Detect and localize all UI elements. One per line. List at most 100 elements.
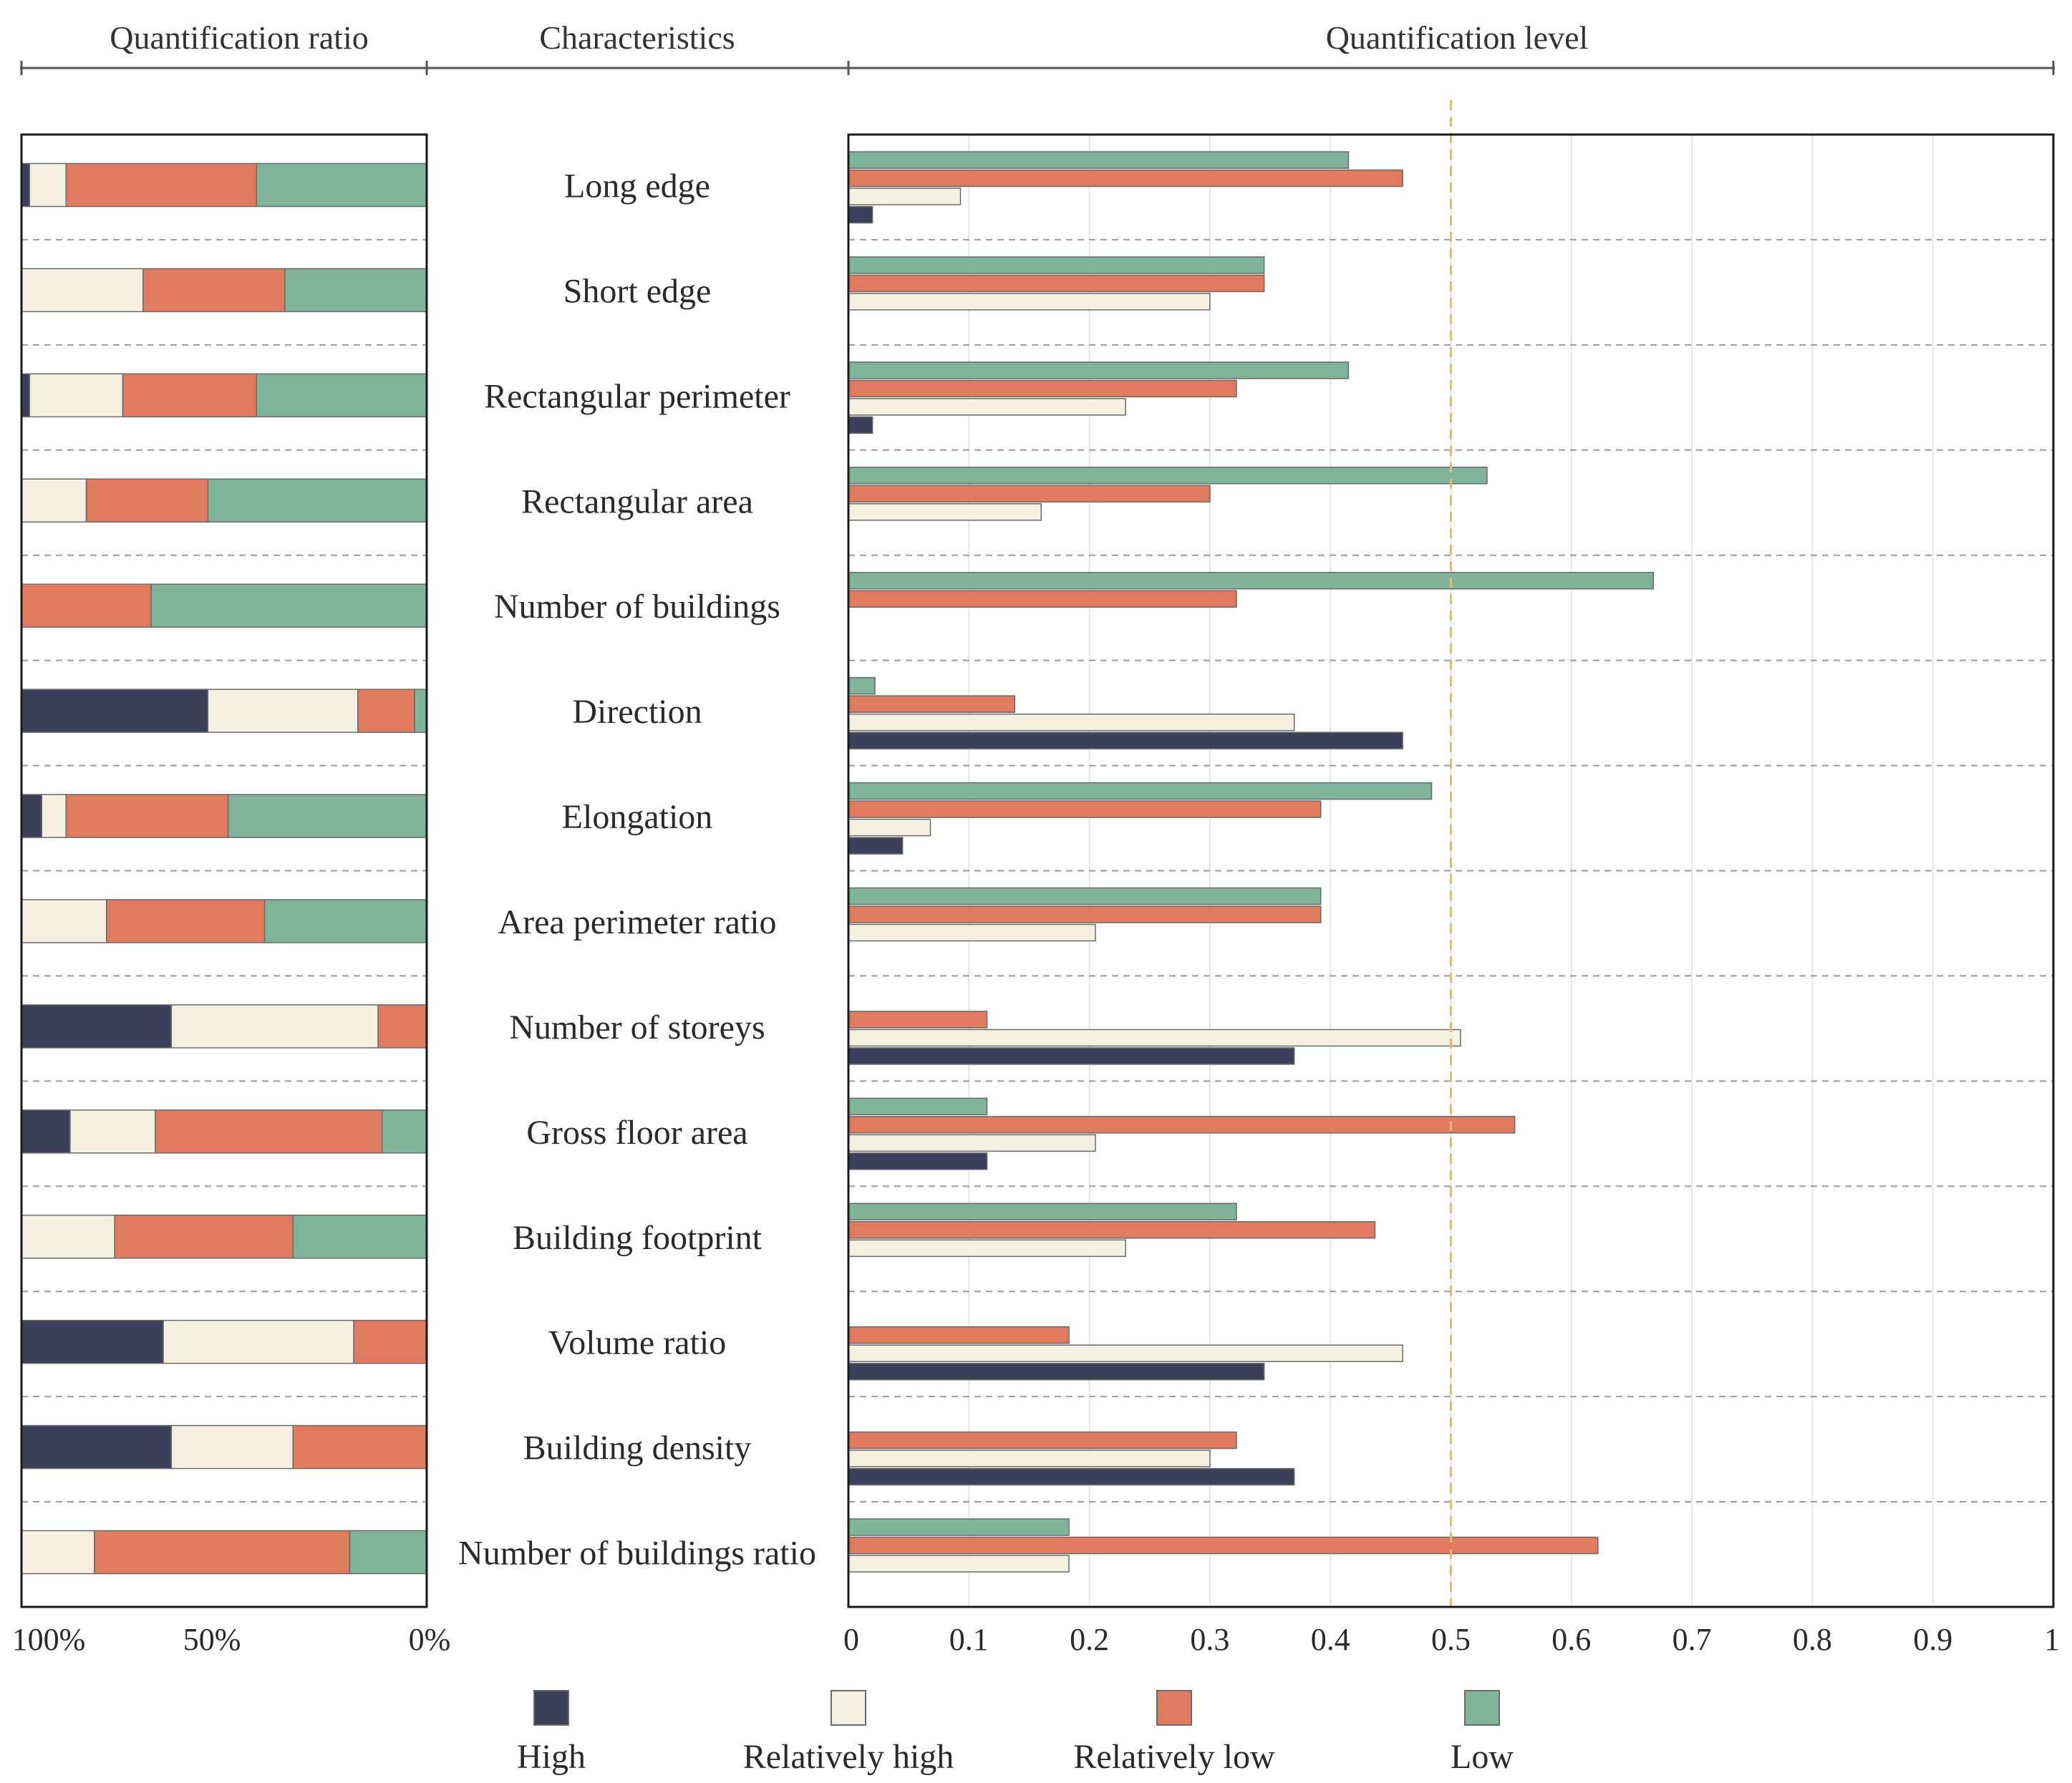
legend-swatch-low	[1464, 1690, 1500, 1726]
ratio-segment-relatively-high	[29, 162, 67, 208]
level-bar-relatively-high	[848, 923, 1096, 942]
ratio-panel-frame	[20, 133, 428, 1608]
row-separators	[21, 238, 2053, 1503]
ratio-segment-relatively-low	[94, 1530, 351, 1575]
ratio-segment-high	[21, 162, 31, 208]
level-tick-label: 0.6	[1551, 1622, 1591, 1657]
level-bar-low	[848, 1097, 988, 1116]
level-bar-relatively-low	[848, 379, 1237, 398]
category-label-rectangular-perimeter: Rectangular perimeter	[484, 377, 790, 415]
ratio-segment-relatively-low	[106, 899, 266, 943]
level-tick-label: 0.1	[949, 1622, 989, 1657]
ratio-segment-low	[414, 689, 427, 733]
level-bar-relatively-low	[848, 1011, 988, 1029]
level-tick-label: 0	[843, 1622, 859, 1657]
level-bar-relatively-low	[848, 905, 1322, 923]
level-bar-relatively-low	[848, 274, 1265, 293]
ratio-segment-relatively-high	[21, 478, 87, 523]
level-bar-relatively-low	[848, 485, 1211, 503]
level-tick-label: 0.3	[1190, 1622, 1229, 1657]
level-bar-low	[848, 1203, 1237, 1221]
level-bar-relatively-low	[848, 1326, 1070, 1344]
level-bar-high	[848, 416, 873, 434]
level-bar-high	[848, 837, 904, 855]
ratio-segment-low	[292, 1215, 427, 1259]
legend-swatch-high	[533, 1690, 569, 1726]
level-bars	[848, 151, 1654, 1573]
ratio-segment-relatively-high	[21, 268, 144, 313]
header-characteristics: Characteristics	[539, 19, 735, 56]
level-bar-relatively-high	[848, 503, 1042, 521]
ratio-segment-relatively-low	[21, 583, 152, 628]
level-bar-relatively-low	[848, 695, 1016, 713]
category-label-short-edge: Short edge	[563, 272, 712, 310]
level-bar-low	[848, 361, 1350, 379]
ratio-segment-low	[256, 373, 427, 418]
legend-label-relatively-low: Relatively low	[1073, 1738, 1275, 1776]
category-label-volume-ratio: Volume ratio	[548, 1324, 726, 1362]
ratio-segment-high	[21, 1109, 71, 1154]
level-bar-low	[848, 782, 1433, 800]
ratio-segment-relatively-low	[114, 1215, 294, 1259]
ratio-segment-low	[256, 162, 427, 208]
ratio-segment-high	[21, 1319, 164, 1364]
level-tick-label: 0.7	[1672, 1622, 1712, 1657]
level-bar-high	[848, 1362, 1265, 1381]
ratio-segment-low	[381, 1109, 427, 1154]
ratio-segment-relatively-high	[41, 794, 67, 838]
level-bar-relatively-high	[848, 1449, 1211, 1467]
ratio-segment-relatively-high	[21, 899, 107, 943]
ratio-segment-high	[21, 794, 43, 838]
ratio-segment-relatively-low	[65, 794, 229, 838]
level-bar-relatively-high	[848, 1555, 1070, 1573]
ratio-segment-relatively-high	[29, 373, 124, 418]
level-bar-low	[848, 887, 1322, 905]
level-bar-relatively-low	[848, 1116, 1516, 1134]
header-quantification-ratio: Quantification ratio	[110, 19, 369, 56]
level-tick-label: 1	[2044, 1622, 2060, 1657]
category-label-number-of-buildings-ratio: Number of buildings ratio	[458, 1535, 816, 1573]
ratio-segment-relatively-high	[21, 1215, 115, 1259]
legend-swatch-relatively-high	[831, 1690, 866, 1726]
level-bar-high	[848, 1047, 1295, 1065]
category-label-building-footprint: Building footprint	[513, 1219, 763, 1257]
ratio-tick-label: 50%	[183, 1622, 241, 1657]
ratio-segment-relatively-high	[207, 689, 359, 733]
ratio-segment-relatively-low	[142, 268, 286, 313]
level-tick-label: 0.4	[1311, 1622, 1350, 1657]
ratio-segment-relatively-low	[85, 478, 209, 523]
legend-label-relatively-high: Relatively high	[743, 1738, 954, 1776]
ratio-segment-high	[21, 689, 209, 733]
level-bar-high	[848, 1152, 988, 1170]
level-bar-high	[848, 1467, 1295, 1486]
level-bar-relatively-low	[848, 800, 1322, 818]
ratio-segment-relatively-low	[292, 1424, 427, 1469]
level-bar-relatively-low	[848, 1536, 1599, 1555]
level-bar-relatively-high	[848, 188, 962, 205]
category-label-long-edge: Long edge	[564, 167, 710, 205]
level-bar-relatively-high	[848, 713, 1295, 732]
ratio-segment-high	[21, 373, 31, 418]
category-label-elongation: Elongation	[562, 798, 713, 836]
level-bar-low	[848, 1518, 1070, 1536]
ratio-segment-high	[21, 1424, 173, 1469]
category-label-area-perimeter-ratio: Area perimeter ratio	[498, 903, 776, 941]
ratio-bars	[21, 162, 427, 1575]
level-bar-relatively-low	[848, 169, 1403, 188]
ratio-segment-relatively-low	[357, 689, 415, 733]
ratio-segment-relatively-low	[65, 162, 258, 208]
ratio-segment-low	[207, 478, 427, 523]
category-label-building-density: Building density	[523, 1429, 752, 1467]
ratio-segment-low	[263, 899, 427, 943]
legend-label-high: High	[517, 1738, 586, 1776]
ratio-tick-label: 100%	[12, 1622, 86, 1657]
ratio-segment-relatively-low	[122, 373, 258, 418]
header-rule	[20, 61, 2055, 75]
category-label-number-of-buildings: Number of buildings	[494, 588, 780, 626]
level-bar-relatively-high	[848, 1134, 1096, 1152]
level-bar-relatively-high	[848, 398, 1126, 416]
ratio-segment-relatively-high	[170, 1004, 379, 1049]
category-label-gross-floor-area: Gross floor area	[526, 1114, 747, 1152]
ratio-axis-ticks: 100% 50% 0%	[12, 1622, 451, 1657]
ratio-segment-low	[150, 583, 427, 628]
